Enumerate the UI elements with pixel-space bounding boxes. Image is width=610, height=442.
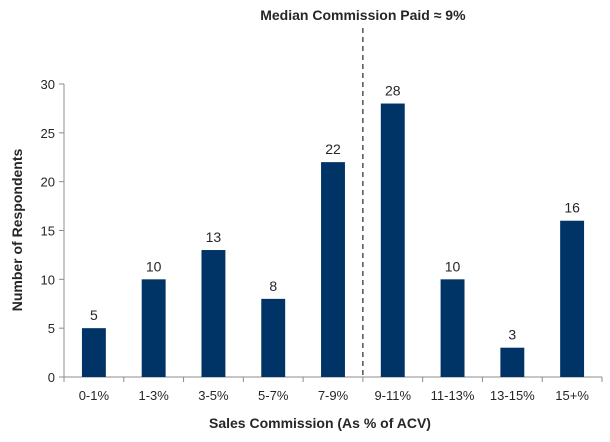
y-tick-label: 10 (41, 272, 55, 287)
bar-series (81, 103, 585, 378)
bar (261, 298, 286, 377)
bar (380, 103, 405, 378)
x-tick-label: 5-7% (258, 388, 289, 403)
bar-value-label: 5 (90, 307, 98, 323)
bar (440, 279, 465, 377)
y-tick-label: 20 (41, 175, 55, 190)
bar-value-label: 8 (269, 278, 277, 294)
data-labels: 5 10 13 8 22 28 10 3 16 (90, 83, 580, 343)
x-tick-label: 11-13% (431, 388, 475, 403)
x-axis-ticks: 0-1% 1-3% 3-5% 5-7% 7-9% 9-11% 11-13% 13-15% 15+… (63, 377, 603, 403)
bar-value-label: 3 (508, 327, 516, 343)
bar-value-label: 10 (146, 258, 162, 274)
y-tick-label: 30 (41, 77, 55, 92)
x-tick-label: 15+% (555, 388, 589, 403)
bar (500, 347, 525, 377)
bar-value-label: 28 (385, 83, 401, 99)
y-tick-label: 25 (41, 126, 55, 141)
y-axis-title: Number of Respondents (9, 149, 25, 312)
median-annotation: Median Commission Paid ≈ 9% (260, 7, 466, 23)
bar-value-label: 22 (325, 141, 341, 157)
y-tick-label: 0 (48, 370, 55, 385)
x-tick-label: 7-9% (318, 388, 349, 403)
bar-value-label: 13 (206, 229, 222, 245)
y-axis-ticks: 0 5 10 15 20 25 30 (41, 77, 64, 385)
x-axis-title: Sales Commission (As % of ACV) (209, 415, 431, 431)
bar-value-label: 16 (564, 200, 580, 216)
x-tick-label: 1-3% (138, 388, 169, 403)
y-tick-label: 15 (41, 224, 55, 239)
bar (321, 162, 345, 377)
x-tick-label: 0-1% (79, 388, 110, 403)
x-tick-label: 9-11% (374, 388, 411, 403)
x-tick-label: 3-5% (198, 388, 229, 403)
bar (201, 250, 226, 377)
bar (560, 220, 585, 377)
y-tick-label: 5 (48, 321, 55, 336)
bar (81, 328, 106, 377)
bar-value-label: 10 (445, 258, 461, 274)
x-tick-label: 13-15% (490, 388, 535, 403)
bar (141, 279, 166, 377)
